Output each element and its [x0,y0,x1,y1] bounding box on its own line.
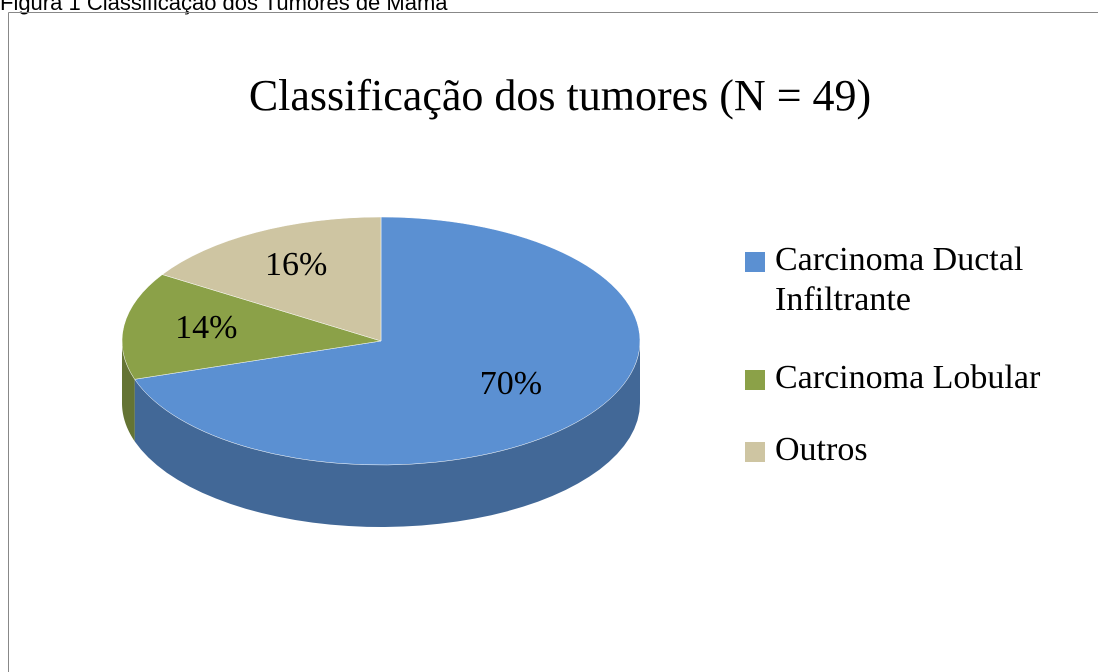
slice [134,216,641,466]
legend-label: Carcinoma Lobular [775,359,1041,396]
legend-item: Carcinoma Lobular [745,358,1075,398]
legend-swatch [745,370,765,390]
legend-item: Outros [745,430,1075,470]
legend-label: Outros [775,431,868,468]
data-label: 14% [175,309,237,346]
legend-label: Carcinoma Ductal Infiltrante [775,241,1024,318]
slice-side [122,341,135,442]
legend-item: Carcinoma Ductal Infiltrante [745,240,1075,320]
legend-swatch [745,442,765,462]
slice-side [134,341,640,527]
chart-title: Classificação dos tumores (N = 49) [249,71,871,120]
data-label: 16% [265,246,327,283]
data-label: 70% [480,365,542,402]
slice [121,274,382,380]
legend-swatch [745,252,765,272]
legend: Carcinoma Ductal Infiltrante Carcinoma Lo… [745,240,1075,502]
caption: Figura 1 Classificação dos Tumores de Ma… [0,0,448,15]
slice [161,216,382,342]
